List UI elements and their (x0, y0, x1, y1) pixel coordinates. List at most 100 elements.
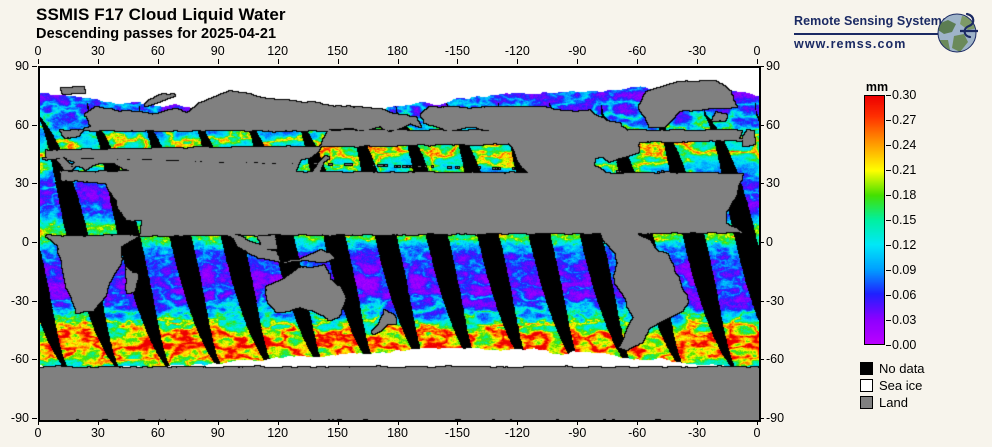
x-axis-label: 0 (753, 44, 761, 58)
x-axis-tick (217, 420, 219, 425)
x-axis-label: 30 (90, 44, 105, 58)
x-axis-label: 60 (150, 426, 165, 440)
cloud-liquid-water-map[interactable] (40, 68, 759, 420)
y-axis-label: -60 (10, 352, 29, 367)
colorbar-tick-label: 0.30 (892, 88, 917, 102)
x-axis-tick (517, 420, 519, 425)
x-axis-tick (38, 420, 39, 425)
x-axis-label: 90 (210, 44, 225, 58)
colorbar-tick-label: 0.21 (892, 163, 917, 177)
colorbar-tick (886, 295, 891, 296)
colorbar-unit-label: mm (865, 80, 889, 94)
x-axis-label: 150 (327, 426, 349, 440)
y-axis-label: -60 (766, 352, 785, 367)
colorbar-tick-label: 0.06 (892, 288, 917, 302)
legend-item: No data (860, 361, 925, 376)
x-axis-label: 0 (34, 426, 42, 440)
colorbar-tick-label: 0.24 (892, 138, 917, 152)
x-axis-tick (457, 420, 459, 425)
x-axis-label: -30 (688, 44, 707, 58)
colorbar-tick (886, 270, 891, 271)
title-block: SSMIS F17 Cloud Liquid Water Descending … (36, 4, 286, 44)
remss-logo[interactable]: Remote Sensing Systems www.remss.com (794, 10, 984, 56)
y-axis-label: -30 (766, 293, 785, 308)
x-axis-label: 0 (753, 426, 761, 440)
x-axis-tick (337, 420, 339, 425)
y-axis-tick (759, 359, 764, 361)
globe-icon (937, 12, 978, 53)
colorbar-tick (886, 320, 891, 321)
x-axis-tick (577, 59, 579, 64)
colorbar-tick-label: 0.27 (892, 113, 917, 127)
logo-divider (794, 33, 940, 35)
x-axis-tick (38, 59, 39, 64)
x-axis-label: -120 (504, 426, 530, 440)
y-axis-tick (759, 66, 764, 67)
x-axis-label: 150 (327, 44, 349, 58)
x-axis-label: -90 (568, 426, 587, 440)
x-axis-label: 30 (90, 426, 105, 440)
x-axis-label: -90 (568, 44, 587, 58)
logo-website-url: www.remss.com (794, 37, 907, 51)
x-axis-tick (97, 59, 99, 64)
x-axis-label: -120 (504, 44, 530, 58)
x-axis-label: 120 (267, 426, 289, 440)
x-axis-label: 180 (387, 44, 408, 58)
x-axis-tick (157, 59, 159, 64)
x-axis-tick (217, 59, 219, 64)
x-axis-tick (277, 420, 279, 425)
legend-swatch (860, 396, 873, 409)
legend-swatch (860, 362, 873, 375)
x-axis-label: 120 (267, 44, 289, 58)
colorbar-tick-label: 0.09 (892, 263, 917, 277)
y-axis-label: 90 (15, 59, 29, 73)
legend-swatch (860, 379, 873, 392)
x-axis-label: 90 (210, 426, 225, 440)
x-axis-label: -30 (688, 426, 707, 440)
colorbar-tick (886, 245, 891, 246)
y-axis-tick (759, 242, 764, 243)
x-axis-tick (637, 59, 639, 64)
x-axis-tick (697, 59, 699, 64)
colorbar-tick-label: 0.12 (892, 238, 917, 252)
x-axis-label: -60 (628, 426, 647, 440)
y-axis-tick (32, 300, 37, 302)
y-axis-label: 0 (22, 235, 29, 249)
colorbar (864, 95, 885, 345)
colorbar-tick-label: 0.03 (892, 313, 917, 327)
page-subtitle: Descending passes for 2025-04-21 (36, 26, 277, 42)
x-axis-tick (277, 59, 279, 64)
legend-item: Land (860, 395, 908, 410)
y-axis-label: -90 (10, 411, 29, 425)
y-axis-label: 60 (15, 117, 29, 132)
colorbar-tick (886, 345, 891, 346)
y-axis-label: -90 (766, 411, 785, 425)
y-axis-tick (759, 418, 764, 419)
x-axis-tick (637, 420, 639, 425)
colorbar-tick (886, 120, 891, 121)
x-axis-tick (397, 59, 399, 64)
x-axis-tick (697, 420, 699, 425)
x-axis-tick (97, 420, 99, 425)
y-axis-tick (32, 359, 37, 361)
y-axis-label: 0 (766, 235, 773, 249)
y-axis-tick (32, 124, 37, 126)
map-plot-area[interactable] (38, 66, 761, 422)
colorbar-tick (886, 195, 891, 196)
x-axis-label: 0 (34, 44, 42, 58)
logo-organization-name: Remote Sensing Systems (794, 14, 950, 28)
x-axis-tick (157, 420, 159, 425)
y-axis-tick (32, 66, 37, 67)
colorbar-tick (886, 170, 891, 171)
x-axis-tick (757, 420, 758, 425)
x-axis-label: -150 (444, 44, 470, 58)
colorbar-tick-label: 0.15 (892, 213, 917, 227)
y-axis-label: 60 (766, 117, 780, 132)
legend-label: No data (879, 361, 925, 376)
legend-item: Sea ice (860, 378, 922, 393)
x-axis-label: -150 (444, 426, 470, 440)
y-axis-tick (759, 183, 764, 185)
y-axis-label: -30 (10, 293, 29, 308)
colorbar-tick-label: 0.00 (892, 338, 917, 352)
y-axis-tick (32, 242, 37, 243)
